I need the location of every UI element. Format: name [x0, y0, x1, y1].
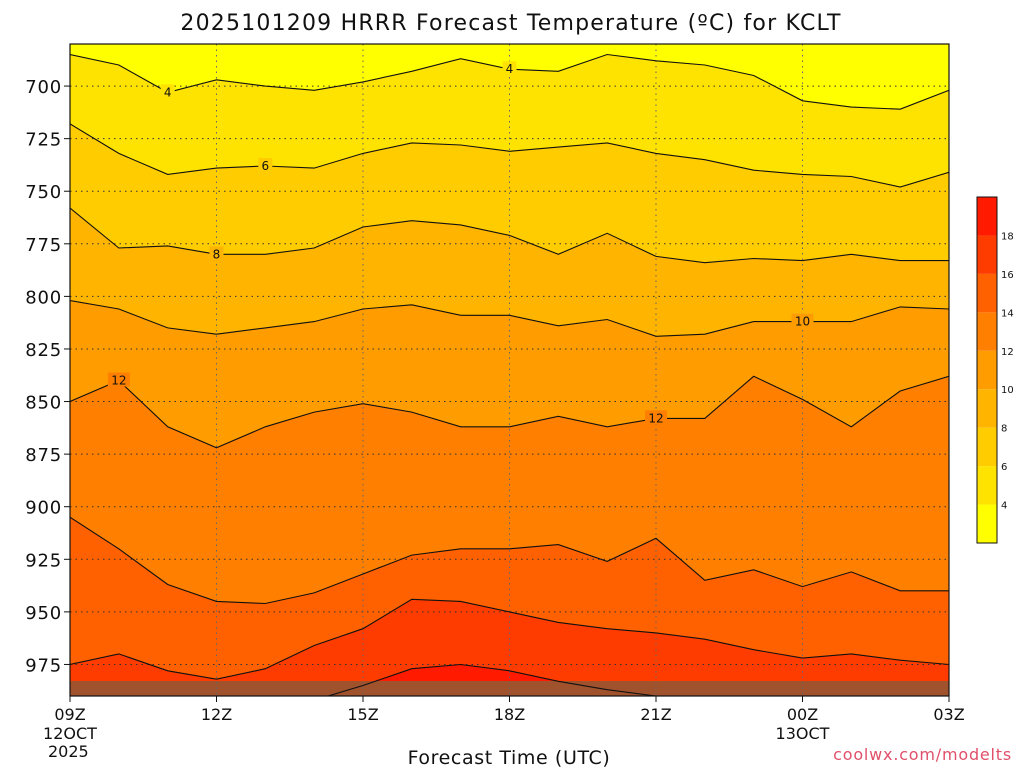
x-tick-label-03Z: 03Z: [933, 705, 964, 724]
colorbar-label-4: 4: [1001, 501, 1007, 512]
isotherm-label-12: 12: [111, 374, 126, 388]
colorbar-label-8: 8: [1001, 424, 1007, 435]
x-tick-label-21Z: 21Z: [640, 705, 671, 724]
y-tick-label-900: 900: [25, 498, 62, 519]
isotherm-label-bg-12: [645, 410, 667, 425]
colorbar-label-18: 18: [1001, 231, 1014, 242]
colorbar-segment-5: [977, 312, 997, 351]
isotherm-label-10: 10: [795, 315, 810, 329]
colorbar-segment-8: [977, 197, 997, 236]
y-tick-label-850: 850: [25, 393, 62, 414]
colorbar-segment-0: [977, 504, 997, 543]
x-tick-date-13OCT: 13OCT: [776, 724, 830, 743]
isotherm-label-bg-6: [258, 157, 273, 172]
colorbar-label-12: 12: [1001, 347, 1014, 358]
x-tick-label-18Z: 18Z: [494, 705, 525, 724]
y-tick-label-925: 925: [25, 550, 62, 571]
grid-lines: [69, 44, 950, 696]
y-tick-label-950: 950: [25, 603, 62, 624]
x-tick-date-12OCT: 12OCT: [43, 724, 97, 743]
colorbar-segment-2: [977, 427, 997, 467]
isotherm-label-bg-4: [160, 84, 175, 99]
isotherm-label-6: 6: [262, 159, 270, 173]
colorbar-segment-7: [977, 235, 997, 274]
isotherm-label-bg-8: [209, 246, 224, 261]
y-tick-label-725: 725: [25, 130, 62, 151]
colorbar-segment-3: [977, 389, 997, 428]
isotherm-6: [70, 123, 949, 188]
y-tick-label-975: 975: [25, 655, 62, 676]
colorbar-label-6: 6: [1001, 462, 1007, 473]
isotherm-label-12: 12: [648, 411, 663, 425]
y-tick-label-750: 750: [25, 182, 62, 203]
colorbar-segment-1: [977, 466, 997, 505]
isotherm-18: [326, 663, 663, 696]
x-tick-label-00Z: 00Z: [787, 705, 818, 724]
x-axis-label: Forecast Time (UTC): [408, 747, 611, 768]
isotherm-label-bg-10: [791, 313, 814, 328]
pressure-axis: 700 725 750 775 800 825 850 875 900 925 950 975: [25, 77, 70, 676]
x-tick-label-12Z: 12Z: [201, 705, 232, 724]
band-above-16: [70, 599, 949, 696]
colorbar-label-16: 16: [1001, 270, 1014, 281]
colorbar-label-14: 14: [1001, 308, 1014, 319]
colorbar-frame: [976, 196, 998, 544]
y-tick-label-875: 875: [25, 445, 62, 466]
isotherm-labels: 4 4 6 8 10 12 12: [107, 61, 814, 425]
x-tick-label-15Z: 15Z: [347, 705, 378, 724]
colorbar-segment-4: [977, 350, 997, 390]
isotherm-14: [70, 516, 949, 605]
isotherm-label-8: 8: [213, 247, 221, 261]
isotherm-12: [70, 375, 949, 449]
isotherm-16: [70, 598, 949, 680]
y-tick-label-775: 775: [25, 235, 62, 256]
y-tick-label-700: 700: [25, 77, 62, 98]
colorbar-segment-6: [977, 273, 997, 313]
colorbar-legend: 4 6 8 10 12 14 16 18: [976, 196, 1014, 544]
x-tick-label-09Z: 09Z: [54, 705, 85, 724]
x-tick-year-2025: 2025: [48, 742, 89, 761]
colorbar-label-10: 10: [1001, 385, 1014, 396]
y-tick-label-800: 800: [25, 287, 62, 308]
isotherm-label-bg-12: [107, 372, 130, 387]
chart-title: 2025101209 HRRR Forecast Temperature (ºC…: [180, 11, 841, 36]
y-tick-label-825: 825: [25, 340, 62, 361]
watermark-text: coolwx.com/modelts: [833, 745, 1012, 764]
isotherm-label-4: 4: [506, 62, 514, 76]
isotherm-label-bg-4: [502, 61, 517, 76]
isotherm-label-4: 4: [164, 85, 172, 99]
